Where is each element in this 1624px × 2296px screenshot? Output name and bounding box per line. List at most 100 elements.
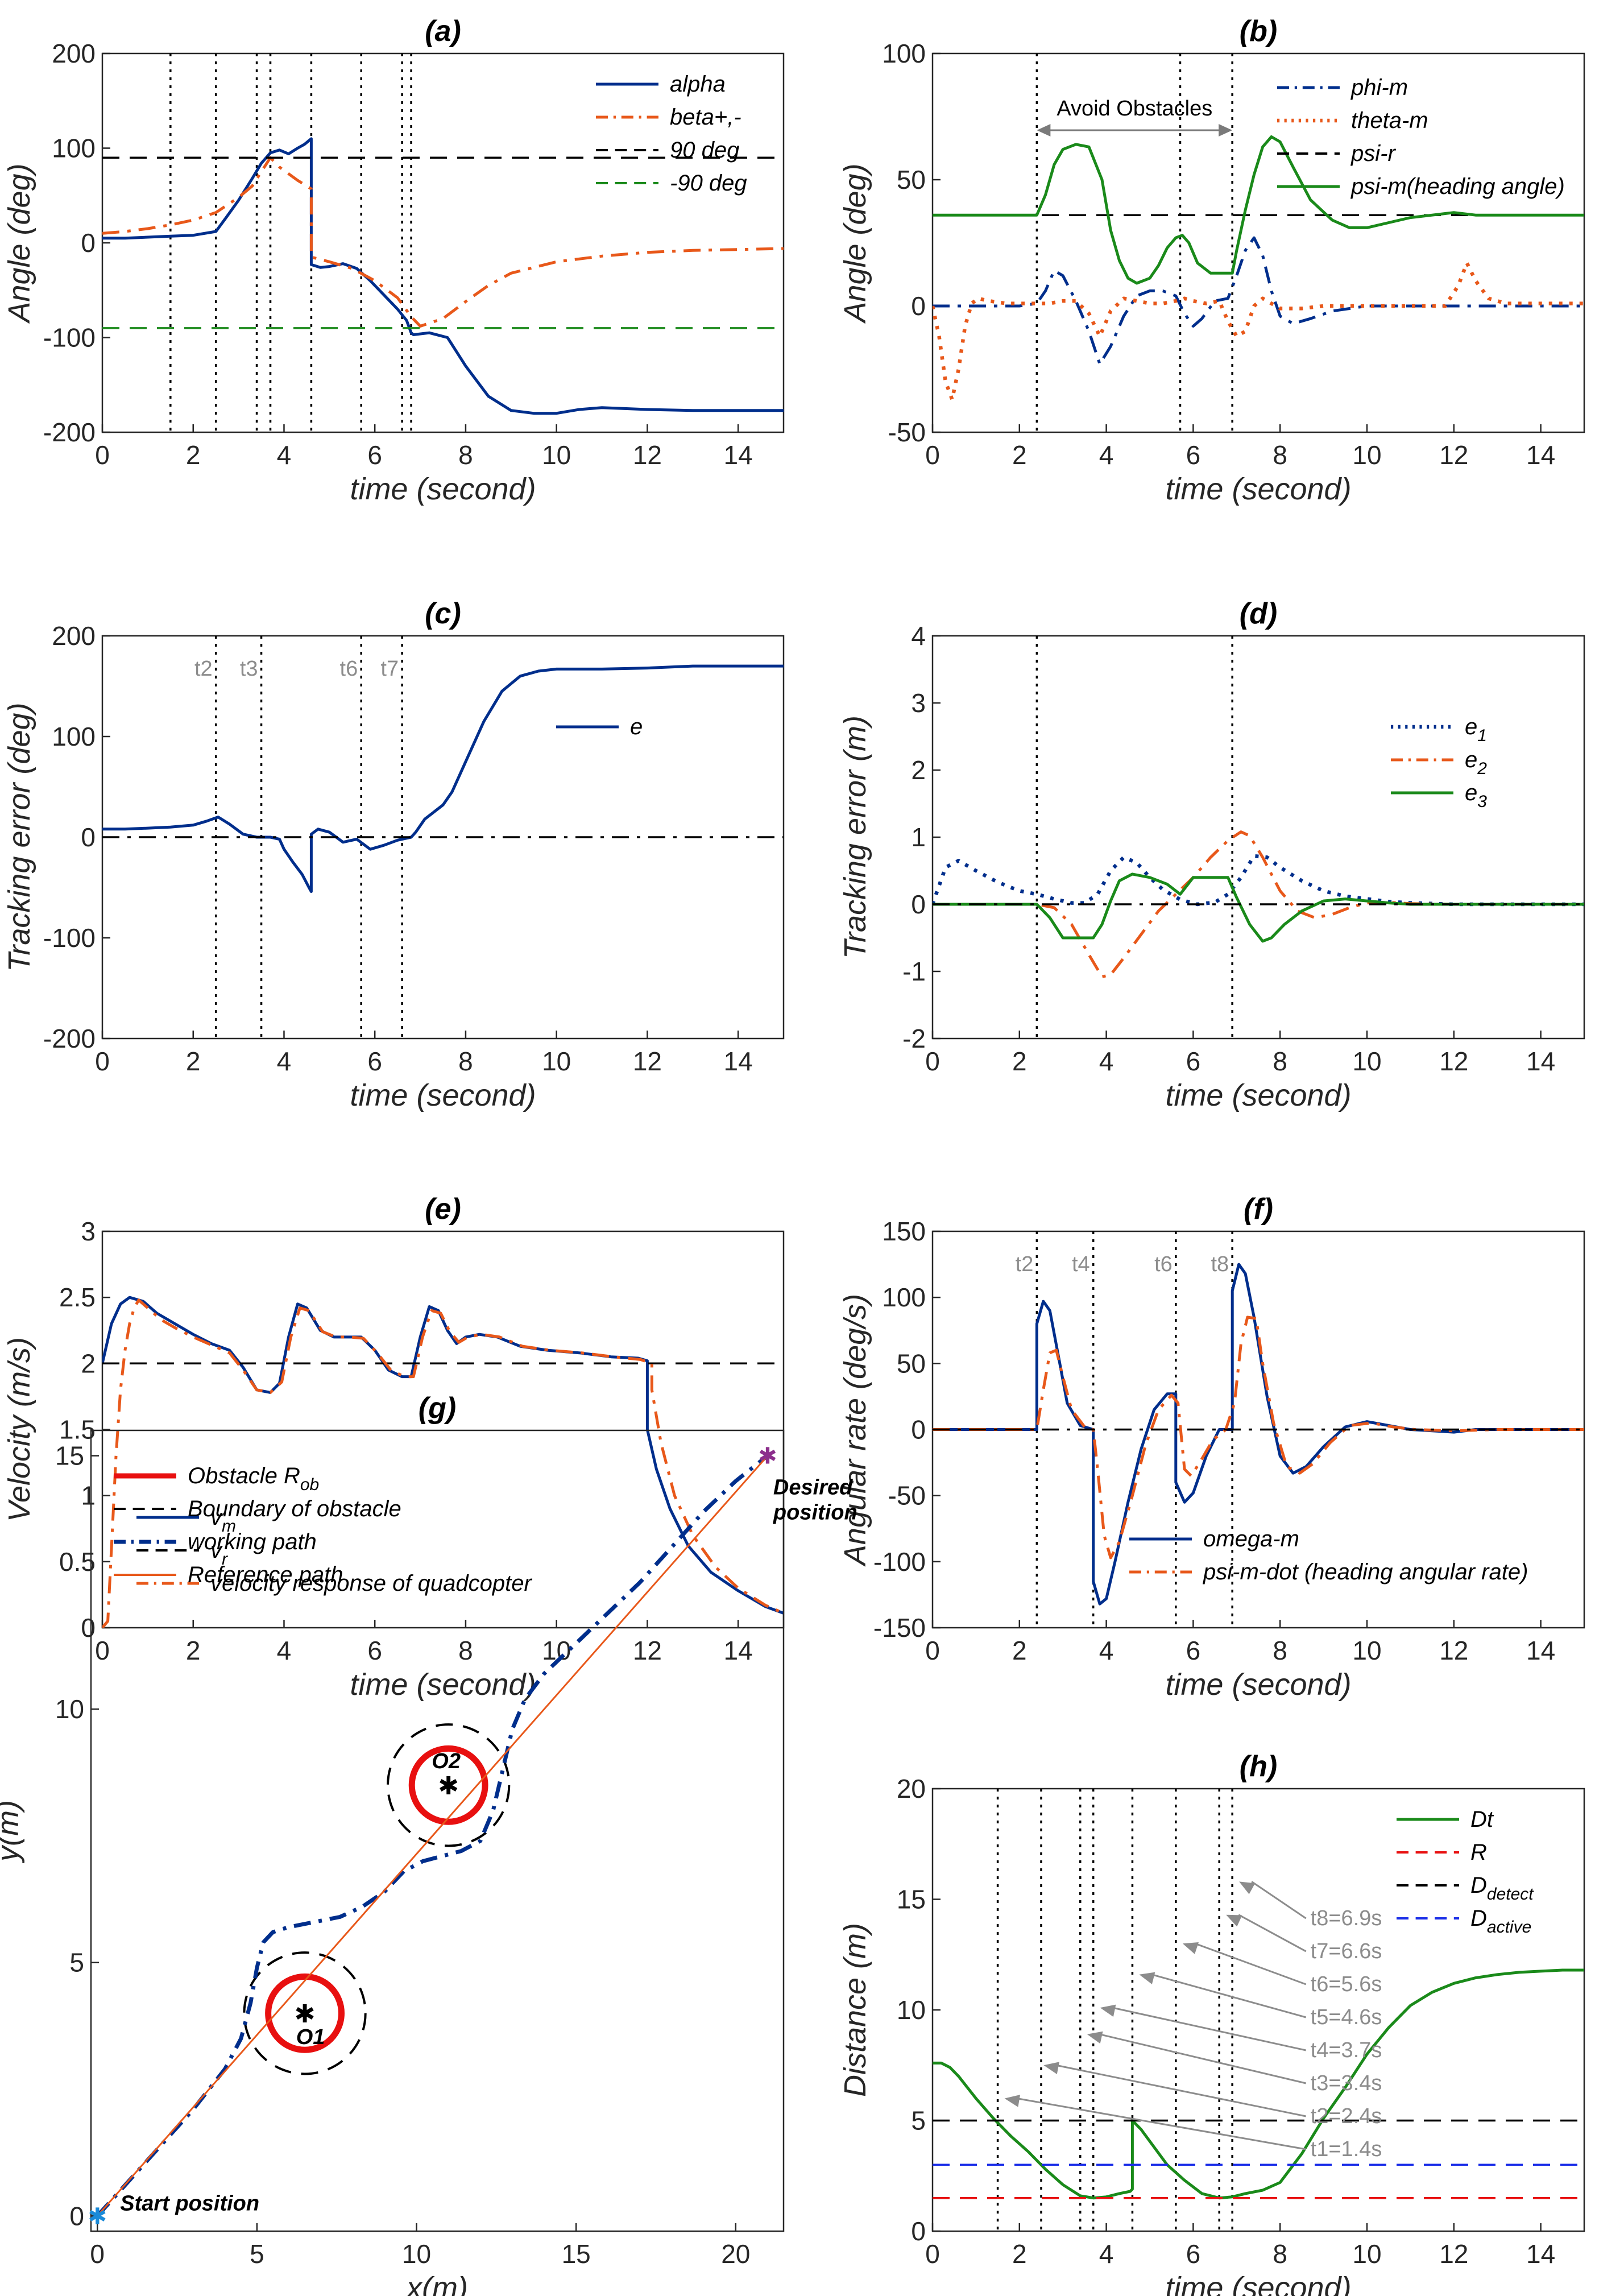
- x-tick-label: 0: [95, 1046, 110, 1076]
- y-tick-label: 3: [81, 1217, 96, 1246]
- x-tick-label: 2: [186, 1636, 201, 1665]
- legend-label: Reference path: [188, 1562, 343, 1587]
- x-axis-label: time (second): [1165, 1668, 1351, 1702]
- y-tick-label: 1: [911, 822, 926, 852]
- y-axis-label: Angle (deg): [838, 163, 872, 324]
- series-line-beta-: [102, 156, 784, 328]
- y-tick-label: 100: [52, 134, 96, 163]
- legend-label: -90 deg: [670, 171, 747, 196]
- x-tick-label: 14: [1526, 2239, 1555, 2269]
- y-tick-label: 1.5: [59, 1415, 96, 1445]
- panel-title: (d): [1240, 597, 1277, 630]
- x-tick-label: 14: [724, 1636, 753, 1665]
- time-label: t8=6.9s: [1311, 1906, 1382, 1930]
- x-tick-label: 14: [724, 440, 753, 470]
- y-axis-label: Tracking error (m): [838, 715, 872, 959]
- y-tick-label: 2.5: [59, 1283, 96, 1312]
- x-tick-label: 10: [1352, 1636, 1381, 1665]
- y-tick-label: 10: [897, 1995, 926, 2025]
- legend-label: vm: [210, 1505, 236, 1536]
- x-tick-label: 8: [458, 1046, 473, 1076]
- legend-label: Obstacle Rob: [188, 1463, 319, 1494]
- axes-box: [931, 635, 1585, 1040]
- y-tick-label: -1: [902, 957, 926, 986]
- time-marker-label: t4: [1072, 1252, 1090, 1276]
- x-axis-label: time (second): [1165, 2271, 1351, 2296]
- x-tick-label: 8: [458, 1636, 473, 1665]
- time-marker-label: t7: [380, 657, 399, 681]
- x-axis-label: time (second): [350, 1078, 536, 1112]
- time-pointer-line: [1099, 2033, 1307, 2084]
- x-tick-label: 8: [1273, 440, 1287, 470]
- obstacle-center-marker: ✱: [295, 2000, 316, 2028]
- time-pointer-head: [1239, 1881, 1256, 1894]
- panel-title: (a): [425, 15, 461, 48]
- x-tick-label: 4: [1099, 1046, 1114, 1076]
- y-tick-label: 4: [911, 621, 926, 651]
- x-tick-label: 14: [724, 1046, 753, 1076]
- panel-f: 0 2 4 6 8 10 12 14 -150 -100 -50 0 50 100 150 (f) time (…: [838, 1193, 1585, 1702]
- legend-label: e3: [1465, 780, 1487, 811]
- x-tick-label: 12: [633, 1046, 662, 1076]
- x-tick-label: 0: [95, 1636, 110, 1665]
- panel-c: 0 2 4 6 8 10 12 14 -200 -100 0 100 200 (c) time (secon…: [2, 597, 785, 1112]
- avoid-obstacles-label: Avoid Obstacles: [1057, 97, 1212, 121]
- panel-title: (f): [1244, 1193, 1273, 1226]
- time-pointer-head: [1004, 2095, 1021, 2107]
- time-pointer-head: [1087, 2031, 1103, 2044]
- x-tick-label: 4: [277, 1636, 292, 1665]
- y-tick-label: -50: [888, 1481, 926, 1511]
- series-line-psi-m-dot-heading-angular-rate-: [933, 1315, 1584, 1559]
- y-tick-label: 10: [55, 1694, 84, 1724]
- x-tick-label: 20: [721, 2239, 750, 2269]
- x-axis-label: time (second): [350, 472, 536, 506]
- y-axis-label: Angle (deg): [2, 163, 36, 324]
- time-pointer-head: [1182, 1942, 1199, 1954]
- x-tick-label: 8: [458, 440, 473, 470]
- x-axis-label: x(m): [405, 2271, 468, 2296]
- y-tick-label: 0: [81, 1613, 96, 1643]
- time-label: t1=1.4s: [1311, 2137, 1382, 2161]
- y-tick-label: -100: [43, 923, 96, 953]
- x-tick-label: 12: [633, 440, 662, 470]
- time-label: t4=3.7s: [1311, 2038, 1382, 2062]
- time-pointer-line: [1151, 1974, 1307, 2018]
- obstacle-center-marker: ✱: [438, 1772, 459, 1800]
- goal-marker: ✱: [758, 1444, 777, 1469]
- legend: e: [556, 714, 643, 739]
- y-tick-label: -50: [888, 417, 926, 447]
- series-line-e3: [933, 872, 1584, 943]
- x-tick-label: 6: [1186, 1636, 1201, 1665]
- x-tick-label: 12: [1439, 1046, 1468, 1076]
- y-axis-label: Distance (m): [838, 1923, 872, 2097]
- legend-label: e1: [1465, 714, 1487, 745]
- legend-label: Boundary of obstacle: [188, 1496, 401, 1521]
- y-tick-label: 100: [882, 39, 926, 68]
- x-tick-label: 10: [402, 2239, 431, 2269]
- time-pointer-line: [1017, 2098, 1306, 2150]
- x-tick-label: 10: [542, 1046, 571, 1076]
- panel-title: (e): [425, 1193, 461, 1226]
- x-tick-label: 4: [1099, 1636, 1114, 1665]
- legend-label: e2: [1465, 747, 1487, 778]
- x-tick-label: 5: [250, 2239, 264, 2269]
- x-tick-label: 4: [277, 1046, 292, 1076]
- series-line-vm: [102, 1296, 784, 1615]
- y-tick-label: -2: [902, 1024, 926, 1053]
- x-tick-label: 12: [1439, 440, 1468, 470]
- y-tick-label: 15: [897, 1885, 926, 1914]
- time-pointer-head: [1226, 1914, 1242, 1927]
- time-label: t7=6.6s: [1311, 1939, 1382, 1963]
- x-tick-label: 2: [1012, 440, 1027, 470]
- y-tick-label: 5: [69, 1948, 84, 1978]
- x-tick-label: 4: [277, 440, 292, 470]
- time-pointer-line: [1056, 2064, 1306, 2117]
- x-tick-label: 4: [1099, 440, 1114, 470]
- y-tick-label: -150: [873, 1613, 926, 1643]
- time-marker-label: t8: [1211, 1252, 1229, 1276]
- x-tick-label: 6: [367, 1046, 382, 1076]
